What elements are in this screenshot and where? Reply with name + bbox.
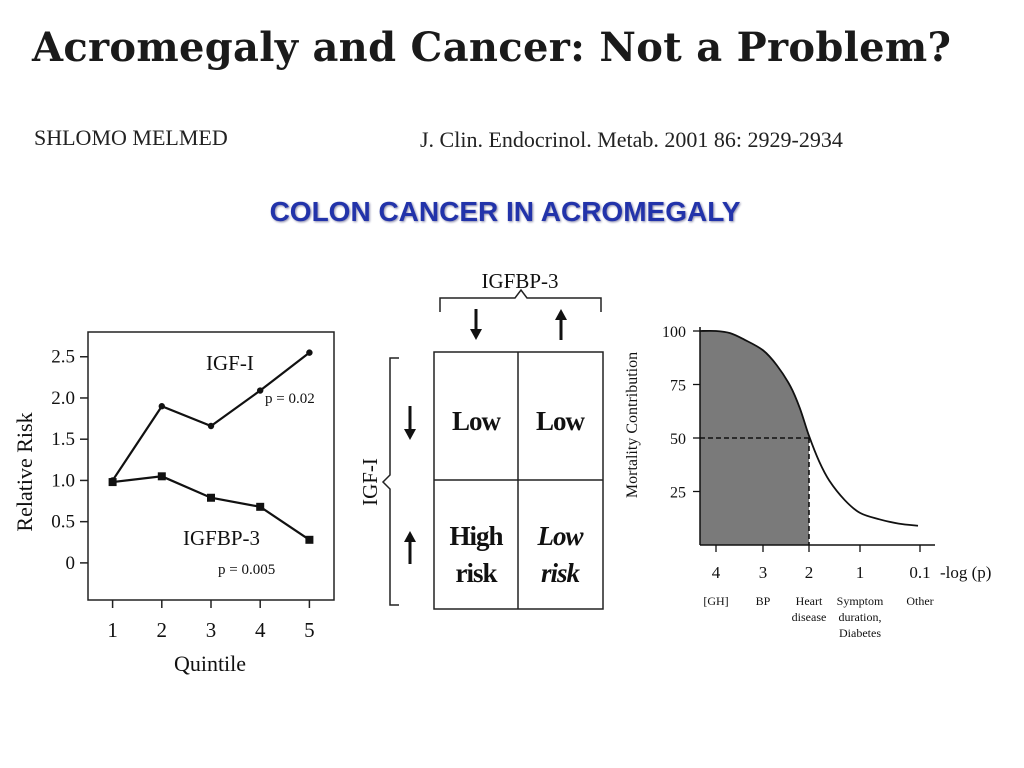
column-brace <box>439 288 602 312</box>
arrow-down-icon <box>404 406 416 440</box>
x-tick-label: 2 <box>157 618 168 642</box>
matrix-cell-text: High <box>449 521 503 551</box>
y-tick-label: 1.0 <box>51 470 75 491</box>
data-point <box>157 472 166 481</box>
data-point <box>305 535 314 544</box>
x-tick-label: 4 <box>255 618 266 642</box>
slide-title: Acromegaly and Cancer: Not a Problem? <box>32 24 952 71</box>
shaded-area <box>700 330 809 545</box>
arrow-up-icon <box>404 531 416 564</box>
x-axis-label: -log (p) <box>940 563 991 582</box>
data-point <box>207 422 215 430</box>
matrix-cell-text: risk <box>541 558 581 588</box>
series-label-igfbp3: IGFBP-3 <box>183 526 260 550</box>
x-category-label: duration, <box>839 610 882 624</box>
x-category-label: [GH] <box>703 594 728 608</box>
y-tick-label: 2.0 <box>51 388 75 409</box>
data-point <box>257 387 264 394</box>
matrix-cell-text: risk <box>455 558 497 588</box>
y-tick-label: 0.5 <box>51 512 75 533</box>
author-name: SHLOMO MELMED <box>34 125 228 150</box>
x-tick-label: 0.1 <box>909 563 930 582</box>
x-category-label: Diabetes <box>839 626 881 640</box>
y-tick-label: 100 <box>662 324 686 341</box>
journal-citation: J. Clin. Endocrinol. Metab. 2001 86: 292… <box>420 127 843 152</box>
arrow-up-icon <box>555 309 567 340</box>
series-annotation-igfbp3: p = 0.005 <box>218 562 275 578</box>
series-annotation-igf1: p = 0.02 <box>265 391 315 407</box>
y-tick-label: 50 <box>670 431 686 448</box>
row-brace <box>381 357 399 606</box>
x-tick-label: 4 <box>712 563 721 582</box>
x-tick-label: 3 <box>759 563 768 582</box>
data-point <box>158 403 165 410</box>
matrix-cell-text: Low <box>452 406 502 436</box>
y-tick-label: 75 <box>670 378 686 395</box>
matrix-column-header: IGFBP-3 <box>481 269 558 293</box>
data-point <box>207 493 215 502</box>
x-tick-label: 3 <box>206 618 217 642</box>
x-category-label: Symptom <box>837 594 884 608</box>
matrix-cell-text: Low <box>536 406 586 436</box>
data-point <box>108 478 117 487</box>
x-tick-label: 2 <box>805 563 814 582</box>
x-tick-label: 5 <box>304 618 315 642</box>
x-axis-label: Quintile <box>174 651 246 676</box>
x-tick-label: 1 <box>107 618 118 642</box>
matrix-cell-text: Low <box>536 521 584 551</box>
series-label-igf1: IGF-I <box>206 351 254 375</box>
y-tick-label: 2.5 <box>51 347 75 368</box>
x-category-label: Heart <box>796 594 823 608</box>
y-tick-label: 1.5 <box>51 429 75 450</box>
data-point <box>256 502 265 511</box>
y-tick-label: 25 <box>670 485 686 502</box>
x-category-label: BP <box>756 594 771 608</box>
section-title: COLON CANCER IN ACROMEGALY <box>269 196 741 227</box>
y-tick-label: 0 <box>66 553 76 574</box>
matrix-row-header: IGF-I <box>358 458 382 506</box>
x-category-label: disease <box>792 610 827 624</box>
y-axis-label: Relative Risk <box>12 412 37 531</box>
mortality-curve <box>699 329 919 527</box>
x-tick-label: 1 <box>856 563 865 582</box>
y-axis-label: Mortality Contribution <box>624 352 641 498</box>
arrow-down-icon <box>470 309 482 340</box>
x-category-label: Other <box>906 594 933 608</box>
data-point <box>306 349 313 356</box>
